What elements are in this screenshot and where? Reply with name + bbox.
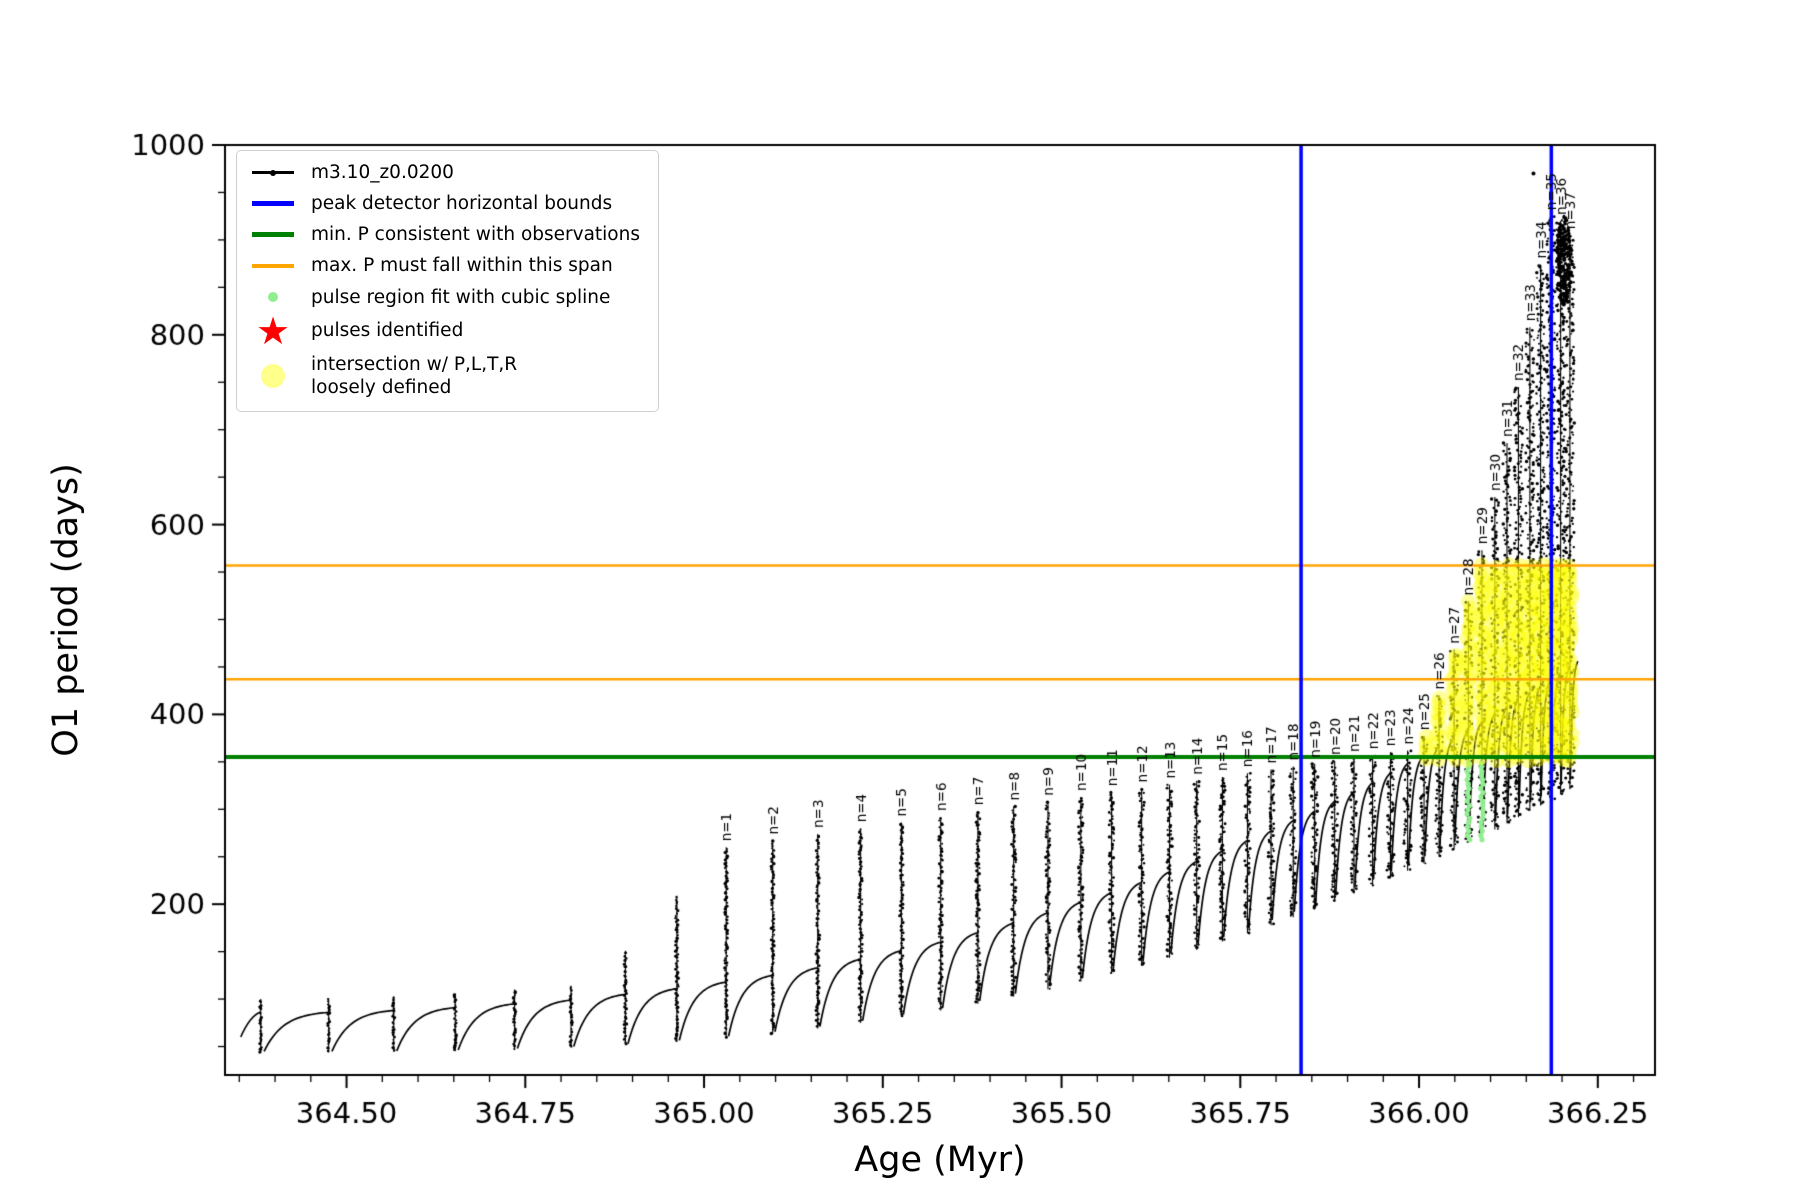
green-line-icon	[249, 232, 297, 238]
legend-entry-pulses: ★ pulses identified	[249, 308, 640, 353]
legend-label-intersection: intersection w/ P,L,T,R loosely defined	[311, 353, 518, 398]
yellow-dot-icon	[249, 363, 297, 388]
legend-entry-spline: pulse region fit with cubic spline	[249, 286, 640, 309]
legend-label-peak-bounds: peak detector horizontal bounds	[311, 193, 613, 215]
star-icon: ★	[255, 308, 291, 353]
orange-line-icon	[249, 264, 297, 268]
legend-label-spline: pulse region fit with cubic spline	[311, 286, 611, 308]
x-axis-label: Age (Myr)	[854, 1140, 1026, 1180]
legend-label-max-p: max. P must fall within this span	[311, 255, 613, 277]
legend-label-min-p: min. P consistent with observations	[311, 224, 640, 246]
black-line-dot-icon	[249, 169, 297, 176]
legend-entry-intersection: intersection w/ P,L,T,R loosely defined	[249, 353, 640, 399]
legend: m3.10_z0.0200 peak detector horizontal b…	[236, 150, 659, 412]
legend-entry-peak-bounds: peak detector horizontal bounds	[249, 192, 640, 215]
blue-line-icon	[249, 201, 297, 207]
legend-entry-series: m3.10_z0.0200	[249, 161, 640, 184]
legend-entry-max-p: max. P must fall within this span	[249, 254, 640, 277]
legend-entry-min-p: min. P consistent with observations	[249, 223, 640, 246]
legend-label-series: m3.10_z0.0200	[311, 162, 454, 183]
y-axis-label: O1 period (days)	[46, 463, 86, 757]
green-dot-icon	[249, 292, 297, 303]
legend-label-pulses: pulses identified	[311, 320, 464, 342]
